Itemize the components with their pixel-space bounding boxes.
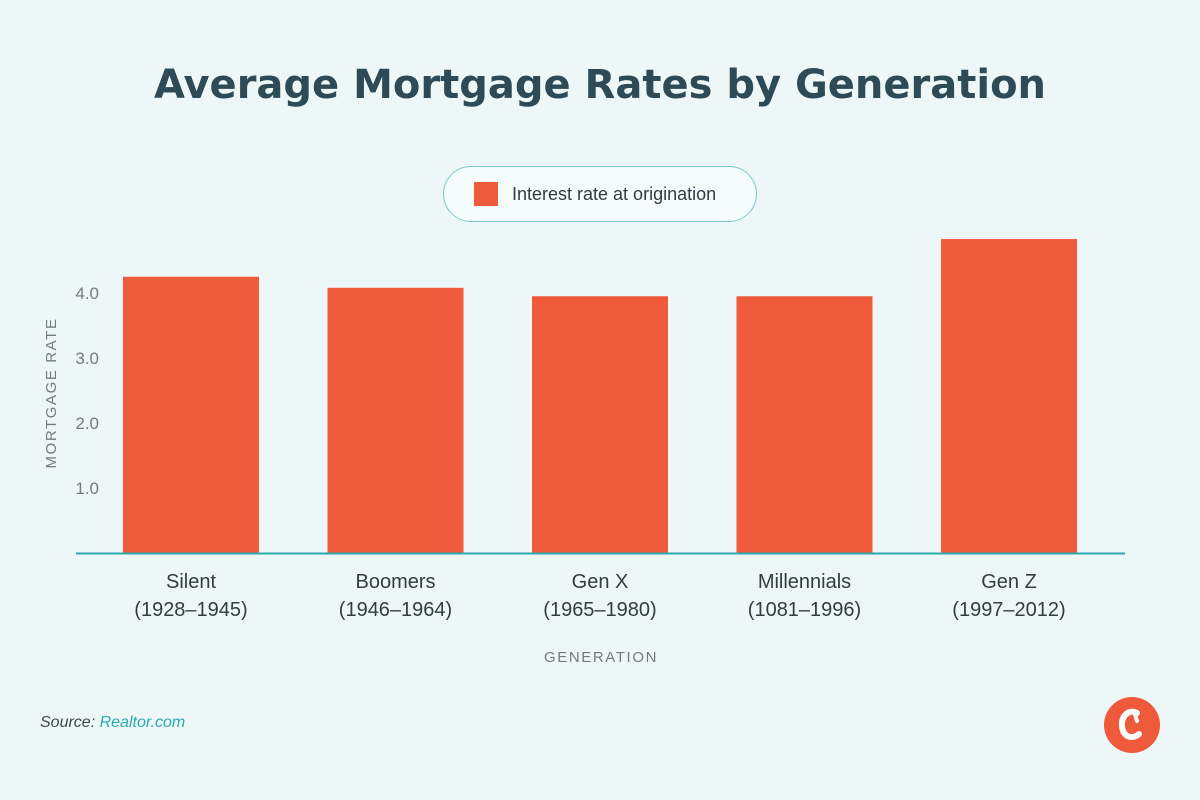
x-tick-label: (1946–1964) [339,599,452,621]
y-tick-label: 2.0 [75,414,99,433]
y-tick-label: 3.0 [75,349,99,368]
source-link[interactable]: Realtor.com [99,714,186,731]
legend: Interest rate at origination [443,166,757,222]
source-prefix: Source: [40,714,96,731]
y-tick-label: 1.0 [75,479,99,498]
x-tick-label: Gen Z [981,571,1037,593]
y-tick-label: 4.0 [75,284,99,303]
brand-logo [1104,697,1160,753]
legend-label: Interest rate at origination [512,183,717,204]
x-tick-label: (1081–1996) [748,599,861,621]
y-axis-title: MORTGAGE RATE [43,317,60,468]
x-tick-label: (1997–2012) [952,599,1065,621]
x-tick-label: (1928–1945) [134,599,247,621]
x-tick-label: Millennials [758,571,851,593]
c-letter-icon [1118,708,1142,740]
x-tick-label: Boomers [355,571,435,593]
source-note: Source: Realtor.com [40,714,185,732]
x-tick-label: Silent [166,571,216,593]
bar [123,276,259,553]
x-tick-label: Gen X [572,571,629,593]
bar [941,239,1077,554]
x-tick-label: (1965–1980) [543,599,656,621]
x-axis-title: GENERATION [544,649,658,666]
chart-title: Average Mortgage Rates by Generation [153,62,1047,108]
bar [327,287,464,553]
bar [736,296,873,553]
bar [532,296,668,553]
legend-swatch [474,182,498,206]
